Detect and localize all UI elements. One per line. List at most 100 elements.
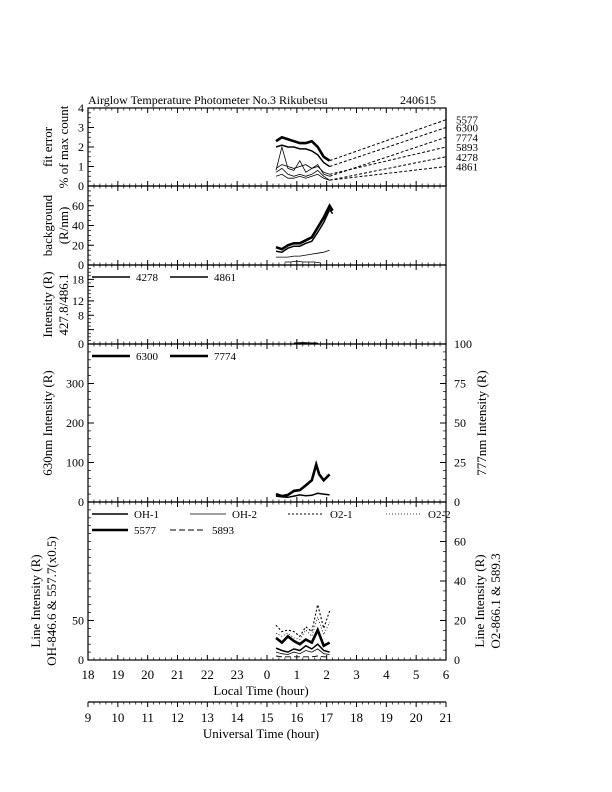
legend-label: OH-2 bbox=[232, 509, 257, 521]
ut-tick-label: 9 bbox=[85, 710, 92, 725]
fit-error-series-line bbox=[275, 144, 331, 168]
fit-error-legend-label: 5893 bbox=[456, 142, 479, 154]
y-tick-label: 0 bbox=[78, 495, 84, 509]
y-tick-label: 18 bbox=[72, 272, 84, 286]
local-time-tick-label: 22 bbox=[201, 667, 214, 682]
oh-o2-series-line bbox=[275, 655, 330, 658]
fit-error-frame bbox=[87, 107, 447, 187]
y-tick-label: 60 bbox=[72, 199, 84, 213]
ut-tick-label: 15 bbox=[261, 710, 274, 725]
local-time-tick-label: 0 bbox=[264, 667, 271, 682]
y-tick-label: 20 bbox=[72, 238, 84, 252]
y-tick-label: 300 bbox=[66, 377, 84, 391]
background-frame bbox=[87, 185, 447, 266]
y-tick-label: 75 bbox=[454, 377, 466, 391]
panel-red-intensity: 0 100 200 300 0 25 50 75 100 630nm Intensity (R) 7… bbox=[40, 337, 489, 509]
ut-tick-label: 12 bbox=[171, 710, 184, 725]
right-axis-label: Line Intensity (R) bbox=[472, 554, 487, 647]
ut-tick-label: 19 bbox=[380, 710, 393, 725]
title-text: Airglow Temperature Photometer No.3 Riku… bbox=[88, 93, 328, 107]
background-series-line bbox=[276, 249, 330, 258]
fit-error-legend-label: 7774 bbox=[456, 132, 479, 144]
local-time-tick-label: 20 bbox=[141, 667, 154, 682]
y-axis-label: (R/nm) bbox=[56, 207, 71, 245]
fit-error-series-line bbox=[275, 164, 330, 175]
y-tick-label: 200 bbox=[66, 416, 84, 430]
ut-tick-label: 18 bbox=[350, 710, 363, 725]
legend-label: 5577 bbox=[134, 525, 157, 537]
y-tick-label: 100 bbox=[66, 456, 84, 470]
y-tick-label: 12 bbox=[72, 294, 84, 308]
chart-title: Airglow Temperature Photometer No.3 Riku… bbox=[88, 93, 436, 107]
y-tick-label: 40 bbox=[72, 219, 84, 233]
local-time-tick-label: 3 bbox=[353, 667, 360, 682]
y-tick-label: 4 bbox=[78, 101, 84, 115]
y-tick-label: 2 bbox=[78, 140, 84, 154]
left-axis-label: Line Intensity (R) bbox=[28, 554, 43, 647]
legend-label: 4278 bbox=[136, 272, 159, 284]
y-tick-label: 50 bbox=[72, 614, 84, 628]
y-tick-label: 0 bbox=[78, 653, 84, 667]
left-axis-label: OH-846.6 & 557.7(x0.5) bbox=[44, 536, 59, 666]
legend-label: 6300 bbox=[136, 351, 159, 363]
y-axis-label: Intensity (R) bbox=[40, 271, 55, 337]
legend-label: OH-1 bbox=[134, 509, 159, 521]
background-series-line bbox=[275, 208, 334, 253]
title-date: 240615 bbox=[400, 93, 436, 107]
ut-tick-label: 20 bbox=[410, 710, 423, 725]
y-tick-label: 0 bbox=[78, 258, 84, 272]
oh-o2-series-line bbox=[275, 643, 330, 653]
red-series-line bbox=[275, 459, 331, 498]
legend-label: 7774 bbox=[214, 351, 237, 363]
legend-leader bbox=[329, 166, 447, 181]
panel-background: 0 20 40 60 background (R/nm) bbox=[40, 185, 447, 272]
red-intensity-frame bbox=[87, 343, 447, 503]
y-tick-label: 3 bbox=[78, 121, 84, 135]
ut-tick-label: 21 bbox=[440, 710, 453, 725]
legend-label: 4861 bbox=[214, 272, 236, 284]
y-tick-label: 0 bbox=[78, 337, 84, 351]
legend-label: O2-1 bbox=[330, 509, 353, 521]
local-time-tick-label: 18 bbox=[82, 667, 95, 682]
oh-o2-series-line bbox=[275, 626, 331, 648]
background-series-line bbox=[275, 203, 334, 251]
ut-tick-label: 14 bbox=[231, 710, 245, 725]
local-time-tick-label: 19 bbox=[111, 667, 124, 682]
ut-tick-label: 13 bbox=[201, 710, 214, 725]
local-time-tick-label: 23 bbox=[231, 667, 244, 682]
y-tick-label: 100 bbox=[454, 337, 472, 351]
ut-tick-label: 11 bbox=[141, 710, 154, 725]
y-tick-label: 8 bbox=[78, 308, 84, 322]
background-series-line bbox=[284, 260, 321, 264]
ut-tick-label: 17 bbox=[320, 710, 334, 725]
fit-error-legend-label: 5577 bbox=[456, 115, 479, 127]
fit-error-series-line bbox=[275, 167, 330, 181]
panel-blue-intensity: 0 812 18 Intensity (R) 427.8/486.1 4278 4861 bbox=[40, 264, 447, 351]
local-time-tick-label: 2 bbox=[323, 667, 330, 682]
legend-label: O2-2 bbox=[428, 509, 451, 521]
legend-leader bbox=[329, 127, 447, 167]
oh-o2-series-line bbox=[275, 648, 330, 655]
fit-error-series-line bbox=[275, 173, 330, 181]
y-tick-label: 0 bbox=[78, 179, 84, 193]
fit-error-series-line bbox=[275, 135, 331, 162]
y-axis-label: % of max count bbox=[56, 105, 71, 188]
panel-fit-error: 0 1 2 3 4 fit error% of max count 557763007774… bbox=[40, 101, 479, 193]
red-series-line bbox=[275, 492, 330, 499]
local-time-tick-label: 1 bbox=[294, 667, 301, 682]
oh-o2-series-line bbox=[275, 604, 331, 638]
local-time-tick-label: 4 bbox=[383, 667, 390, 682]
oh-o2-series-line bbox=[275, 616, 330, 640]
fit-error-legend-label: 4861 bbox=[456, 162, 478, 174]
local-time-tick-label: 21 bbox=[171, 667, 184, 682]
y-tick-label: 0 bbox=[454, 495, 460, 509]
y-tick-label: 60 bbox=[454, 535, 466, 549]
y-axis-label: 427.8/486.1 bbox=[56, 273, 71, 335]
y-tick-label: 40 bbox=[454, 574, 466, 588]
local-time-tick-label: 5 bbox=[413, 667, 420, 682]
fit-error-legend-label: 4278 bbox=[456, 152, 479, 164]
y-axis-label: 630nm Intensity (R) bbox=[40, 370, 55, 475]
